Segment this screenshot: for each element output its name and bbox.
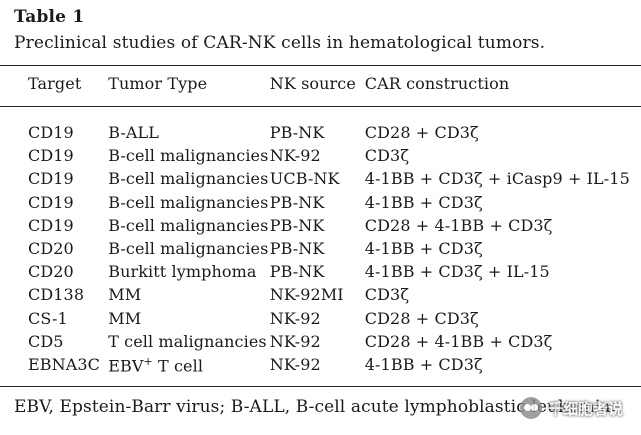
wechat-logo-icon bbox=[519, 397, 542, 419]
cell-car-construction: 4-1BB + CD3ζ bbox=[364, 354, 483, 374]
header-nk-source: NK source bbox=[269, 74, 356, 93]
tumor-type-superscript: + bbox=[143, 354, 153, 368]
table-row: CD19 B-cell malignancies NK-92 CD3ζ bbox=[28, 146, 641, 169]
cell-car-construction: 4-1BB + CD3ζ bbox=[364, 192, 483, 212]
tumor-type-prefix: EBV bbox=[108, 356, 144, 376]
cell-car-construction: CD28 + 4-1BB + CD3ζ bbox=[364, 331, 553, 351]
cell-nk-source: UCB-NK bbox=[269, 169, 340, 189]
table-row: CD20 B-cell malignancies PB-NK 4-1BB + C… bbox=[28, 239, 641, 262]
cell-car-construction: CD3ζ bbox=[364, 285, 410, 305]
cell-car-construction: CD28 + CD3ζ bbox=[364, 308, 479, 328]
table-row: CD19 B-cell malignancies PB-NK CD28 + 4-… bbox=[28, 216, 641, 239]
table-row: CD19 B-cell malignancies PB-NK 4-1BB + C… bbox=[28, 193, 641, 216]
table-footnote: EBV, Epstein-Barr virus; B-ALL, B-cell a… bbox=[14, 397, 617, 417]
cell-car-construction: 4-1BB + CD3ζ + iCasp9 + IL-15 bbox=[364, 169, 630, 189]
table-top-rule bbox=[0, 65, 641, 66]
cell-tumor-type: B-cell malignancies bbox=[108, 192, 269, 212]
table-row: CS-1 MM NK-92 CD28 + CD3ζ bbox=[28, 309, 641, 332]
cell-nk-source: PB-NK bbox=[269, 123, 325, 142]
cell-nk-source: NK-92 bbox=[269, 146, 321, 166]
cell-target: CS-1 bbox=[28, 308, 68, 328]
table-label: Table 1 bbox=[14, 7, 85, 27]
cell-tumor-type: MM bbox=[108, 308, 142, 328]
cell-nk-source: NK-92MI bbox=[269, 285, 344, 305]
cell-target: CD19 bbox=[28, 146, 74, 166]
cell-target: EBNA3C bbox=[28, 354, 101, 374]
data-table: Target Tumor Type NK source CAR construc… bbox=[28, 74, 641, 378]
cell-car-construction: CD28 + CD3ζ bbox=[364, 123, 479, 142]
header-car-construction: CAR construction bbox=[364, 74, 510, 93]
cell-target: CD19 bbox=[28, 192, 74, 212]
cell-car-construction: 4-1BB + CD3ζ + IL-15 bbox=[364, 262, 550, 282]
cell-car-construction: CD3ζ bbox=[364, 146, 410, 166]
watermark-text: 千细胞者说 bbox=[547, 399, 623, 418]
cell-target: CD138 bbox=[28, 285, 85, 305]
cell-nk-source: NK-92 bbox=[269, 354, 321, 374]
cell-target: CD5 bbox=[28, 331, 64, 351]
tumor-type-suffix: T cell bbox=[152, 356, 204, 376]
cell-nk-source: PB-NK bbox=[269, 192, 325, 212]
cell-target: CD19 bbox=[28, 169, 74, 189]
cell-nk-source: NK-92 bbox=[269, 308, 321, 328]
cell-nk-source: PB-NK bbox=[269, 238, 325, 258]
cell-target: CD19 bbox=[28, 123, 74, 142]
cell-nk-source: PB-NK bbox=[269, 215, 325, 235]
header-tumor-type: Tumor Type bbox=[108, 74, 208, 93]
table-row: CD5 T cell malignancies NK-92 CD28 + 4-1… bbox=[28, 332, 641, 355]
table-row: EBNA3C EBV+ T cell NK-92 4-1BB + CD3ζ bbox=[28, 355, 641, 378]
cell-tumor-type: B-cell malignancies bbox=[108, 215, 269, 235]
cell-target: CD19 bbox=[28, 215, 74, 235]
watermark: 千细胞者说 bbox=[519, 397, 623, 419]
cell-car-construction: 4-1BB + CD3ζ bbox=[364, 238, 483, 258]
cell-tumor-type: B-cell malignancies bbox=[108, 169, 269, 189]
cell-tumor-type: B-ALL bbox=[108, 123, 159, 142]
table-row: CD19 B-cell malignancies UCB-NK 4-1BB + … bbox=[28, 169, 641, 192]
cell-tumor-type: B-cell malignancies bbox=[108, 146, 269, 166]
table-caption: Preclinical studies of CAR-NK cells in h… bbox=[14, 33, 546, 53]
table-bottom-rule bbox=[0, 386, 641, 387]
cell-tumor-type: T cell malignancies bbox=[108, 331, 267, 351]
header-target: Target bbox=[28, 74, 82, 93]
cell-target: CD20 bbox=[28, 238, 74, 258]
cell-tumor-type: B-cell malignancies bbox=[108, 238, 269, 258]
cell-target: CD20 bbox=[28, 262, 74, 282]
table-header-row: Target Tumor Type NK source CAR construc… bbox=[28, 74, 641, 103]
cell-tumor-type: EBV+ T cell bbox=[108, 355, 270, 378]
cell-car-construction: CD28 + 4-1BB + CD3ζ bbox=[364, 215, 553, 235]
cell-nk-source: PB-NK bbox=[269, 262, 325, 282]
cell-tumor-type: Burkitt lymphoma bbox=[108, 262, 257, 282]
cell-nk-source: NK-92 bbox=[269, 331, 321, 351]
table-row: CD20 Burkitt lymphoma PB-NK 4-1BB + CD3ζ… bbox=[28, 262, 641, 285]
cell-tumor-type: MM bbox=[108, 285, 142, 305]
table-row: CD138 MM NK-92MI CD3ζ bbox=[28, 285, 641, 308]
table-row: CD19 B-ALL PB-NK CD28 + CD3ζ bbox=[28, 103, 641, 146]
table-header-rule bbox=[0, 106, 641, 107]
